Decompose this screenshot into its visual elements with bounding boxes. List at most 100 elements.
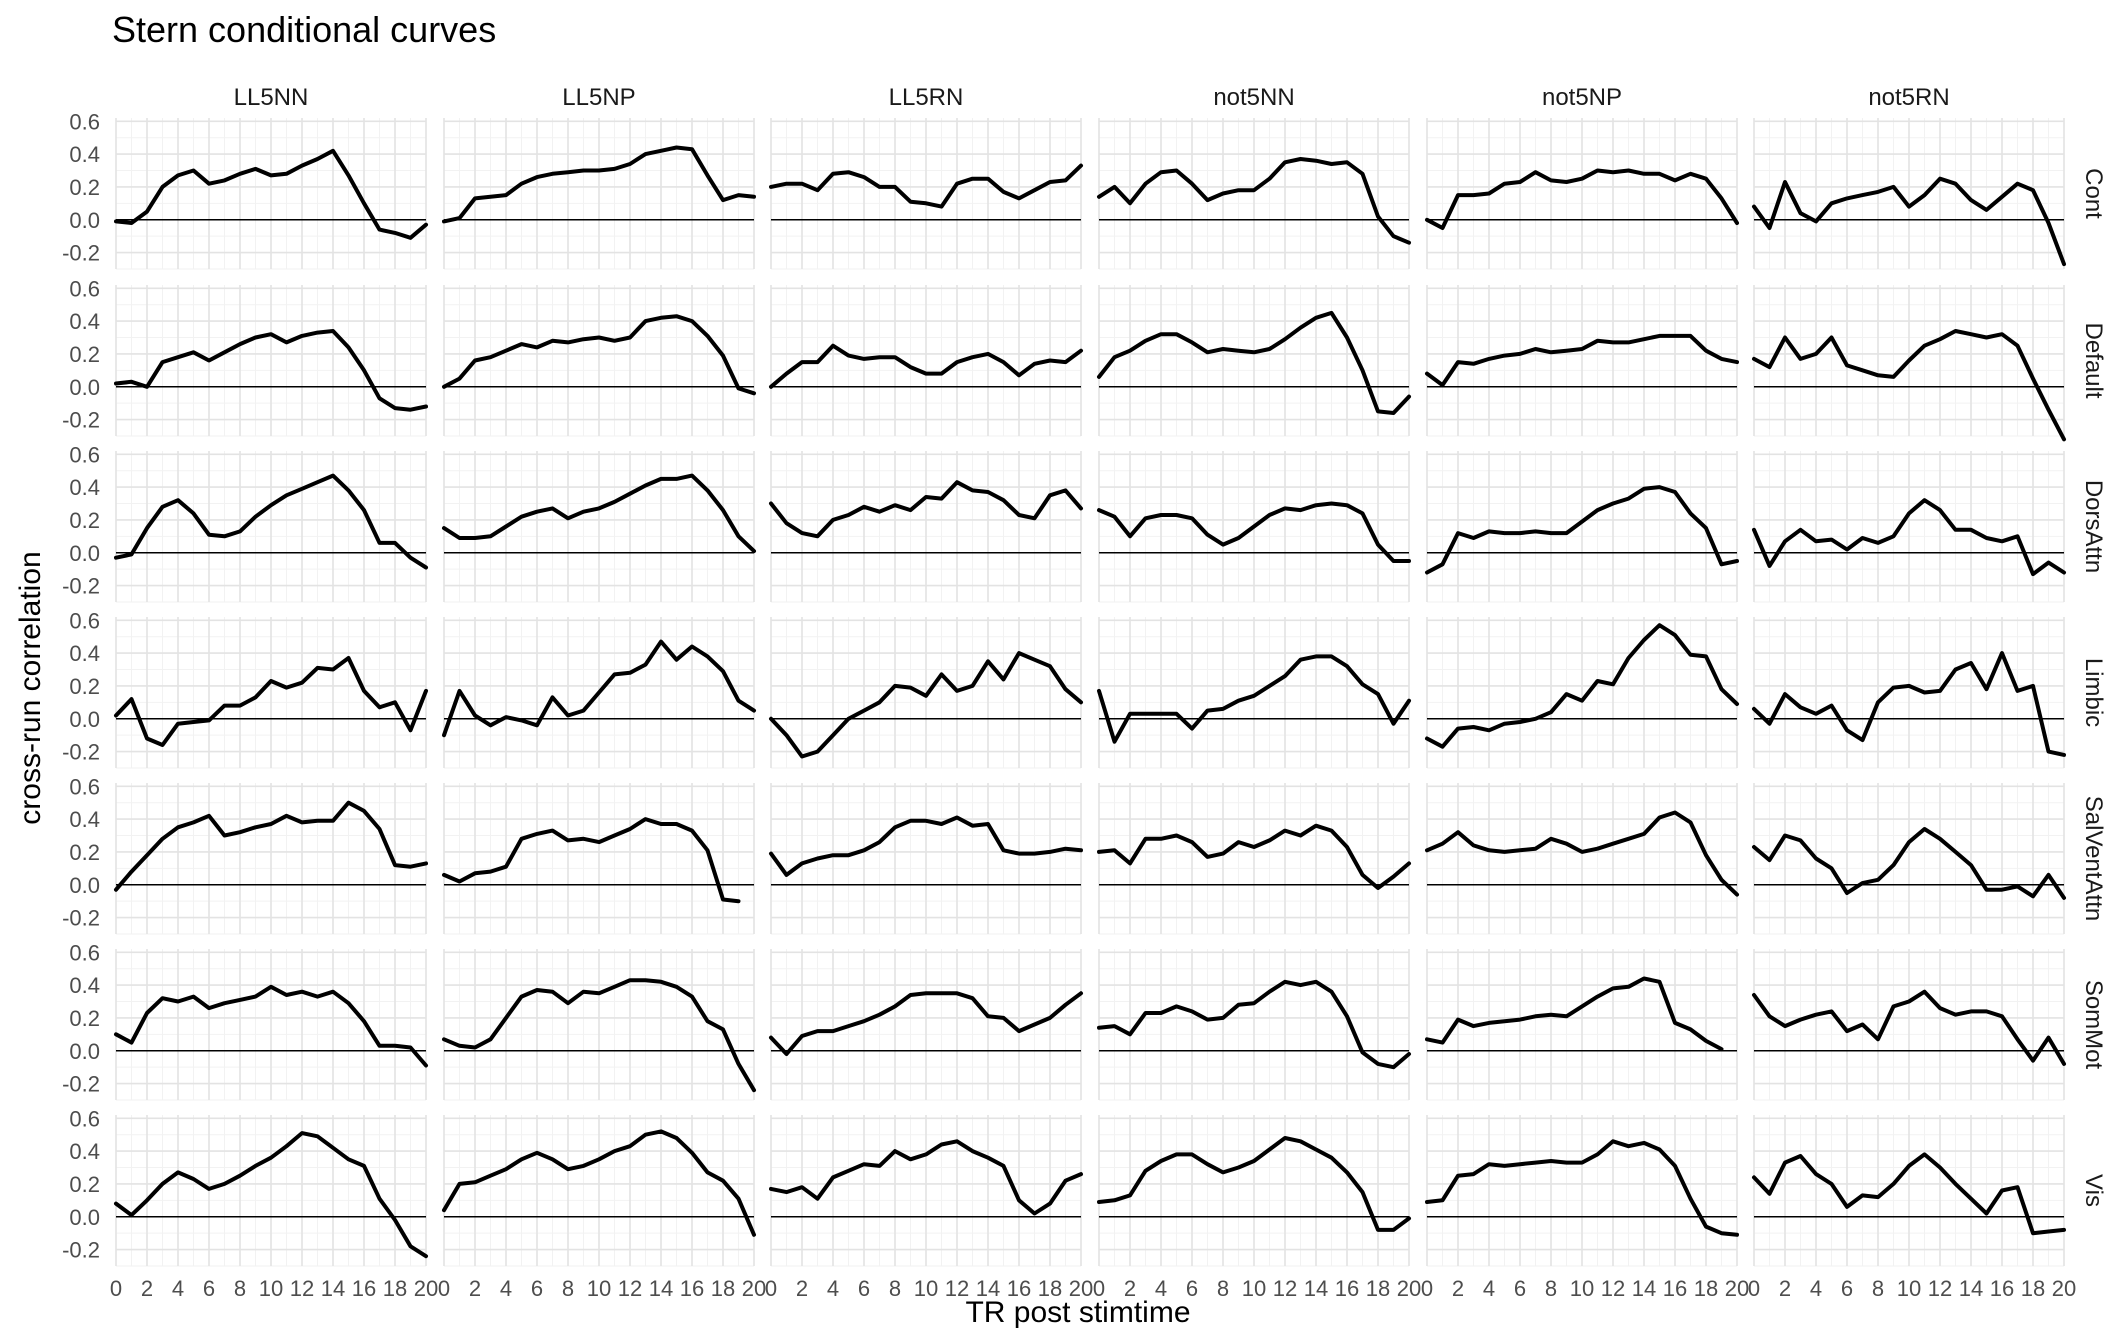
y-tick-label: 0.6 [69, 442, 100, 467]
x-tick-label: 16 [680, 1276, 704, 1301]
series-line-dorsattn-not5rn [1752, 498, 2066, 577]
panel-limbic-ll5rn [769, 617, 1083, 769]
x-tick-label: 4 [827, 1276, 839, 1301]
facet-row-label-salventattn: SalVentAttn [2080, 796, 2107, 921]
x-tick-label: 16 [1990, 1276, 2014, 1301]
panel-vis-ll5rn [769, 1115, 1083, 1267]
x-tick-label: 2 [1124, 1276, 1136, 1301]
y-tick-label: 0.0 [69, 873, 100, 898]
panel-cont-ll5np [442, 118, 756, 270]
chart-title: Stern conditional curves [112, 9, 496, 50]
x-tick-label: 12 [618, 1276, 642, 1301]
x-tick-label: 18 [711, 1276, 735, 1301]
facet-row-label-cont: Cont [2080, 168, 2107, 219]
x-tick-label: 8 [889, 1276, 901, 1301]
panel-salventattn-not5nn [1097, 783, 1411, 935]
x-tick-label: 16 [1335, 1276, 1359, 1301]
y-tick-label: 0.2 [69, 1006, 100, 1031]
series-line-vis-not5rn [1752, 1152, 2066, 1236]
facet-column-label-not5rn: not5RN [1868, 84, 1949, 111]
x-tick-label: 6 [1186, 1276, 1198, 1301]
y-tick-label: 0.2 [69, 840, 100, 865]
y-tick-label: 0.4 [69, 309, 100, 334]
series-line-sommot-ll5np [442, 978, 756, 1093]
panel-dorsattn-not5nn [1097, 451, 1411, 603]
y-tick-label: 0.2 [69, 508, 100, 533]
x-tick-label: 18 [383, 1276, 407, 1301]
series-line-dorsattn-ll5np [442, 473, 756, 554]
facet-column-label-ll5nn: LL5NN [234, 84, 309, 111]
panel-salventattn-ll5rn [769, 783, 1083, 935]
series-line-sommot-not5np [1425, 976, 1724, 1052]
x-tick-label: 8 [1545, 1276, 1557, 1301]
x-axis-title: TR post stimtime [965, 1296, 1190, 1329]
x-tick-label: 4 [1483, 1276, 1495, 1301]
series-line-cont-not5rn [1752, 176, 2066, 267]
x-tick-label: 2 [469, 1276, 481, 1301]
x-tick-label: 0 [438, 1276, 450, 1301]
series-line-cont-ll5nn [114, 148, 428, 240]
y-tick-label: 0.6 [69, 940, 100, 965]
y-tick-label: -0.2 [62, 1072, 100, 1097]
panel-dorsattn-ll5nn [114, 451, 428, 603]
series-line-cont-not5nn [1097, 157, 1411, 245]
x-tick-label: 10 [1570, 1276, 1594, 1301]
series-line-salventattn-ll5nn [114, 800, 428, 892]
x-tick-label: 0 [1421, 1276, 1433, 1301]
y-tick-label: 0.0 [69, 1205, 100, 1230]
series-line-vis-ll5rn [769, 1139, 1083, 1216]
panel-default-ll5rn [769, 285, 1083, 437]
series-line-default-ll5np [442, 314, 756, 396]
panel-salventattn-ll5np [442, 783, 755, 935]
x-tick-label: 20 [1725, 1276, 1749, 1301]
series-line-sommot-ll5nn [114, 984, 428, 1068]
x-tick-label: 20 [1069, 1276, 1093, 1301]
facet-row-label-vis: Vis [2080, 1174, 2107, 1207]
x-tick-label: 12 [290, 1276, 314, 1301]
series-line-default-ll5rn [769, 343, 1083, 389]
panel-cont-not5nn [1097, 118, 1411, 270]
panel-limbic-not5np [1425, 617, 1739, 769]
series-line-salventattn-ll5np [442, 817, 741, 904]
panel-sommot-ll5nn [114, 949, 428, 1101]
y-tick-label: 0.0 [69, 1039, 100, 1064]
y-tick-label: 0.0 [69, 541, 100, 566]
series-line-salventattn-not5nn [1097, 823, 1411, 890]
y-tick-label: 0.4 [69, 641, 100, 666]
panel-default-not5nn [1097, 285, 1411, 437]
series-line-default-not5nn [1097, 310, 1411, 415]
panel-vis-not5rn [1752, 1115, 2066, 1267]
facet-column-label-ll5np: LL5NP [562, 84, 635, 111]
series-line-default-not5np [1425, 333, 1739, 388]
panel-salventattn-not5np [1425, 783, 1739, 935]
x-tick-label: 20 [414, 1276, 438, 1301]
y-tick-label: 0.6 [69, 276, 100, 301]
y-tick-label: 0.2 [69, 342, 100, 367]
y-tick-label: -0.2 [62, 906, 100, 931]
panel-cont-ll5nn [114, 118, 428, 270]
x-tick-label: 0 [1748, 1276, 1760, 1301]
series-line-vis-ll5nn [114, 1131, 428, 1259]
panel-sommot-not5np [1425, 949, 1738, 1101]
panel-cont-ll5rn [769, 118, 1083, 270]
facet-column-label-ll5rn: LL5RN [889, 84, 964, 111]
y-tick-label: 0.6 [69, 109, 100, 134]
x-tick-label: 6 [203, 1276, 215, 1301]
x-tick-label: 10 [259, 1276, 283, 1301]
x-tick-label: 8 [562, 1276, 574, 1301]
y-tick-label: -0.2 [62, 574, 100, 599]
y-tick-label: -0.2 [62, 408, 100, 433]
facet-row-label-dorsattn: DorsAttn [2080, 480, 2107, 573]
panel-limbic-not5rn [1752, 617, 2066, 769]
series-line-sommot-ll5rn [769, 991, 1083, 1056]
panel-vis-ll5nn [114, 1115, 428, 1267]
x-tick-label: 8 [1217, 1276, 1229, 1301]
x-tick-label: 2 [141, 1276, 153, 1301]
y-tick-label: -0.2 [62, 740, 100, 765]
x-tick-label: 12 [1273, 1276, 1297, 1301]
facet-row-label-default: Default [2080, 322, 2107, 398]
series-line-limbic-not5np [1425, 623, 1739, 749]
panel-default-not5np [1425, 285, 1739, 437]
x-tick-label: 14 [1304, 1276, 1328, 1301]
